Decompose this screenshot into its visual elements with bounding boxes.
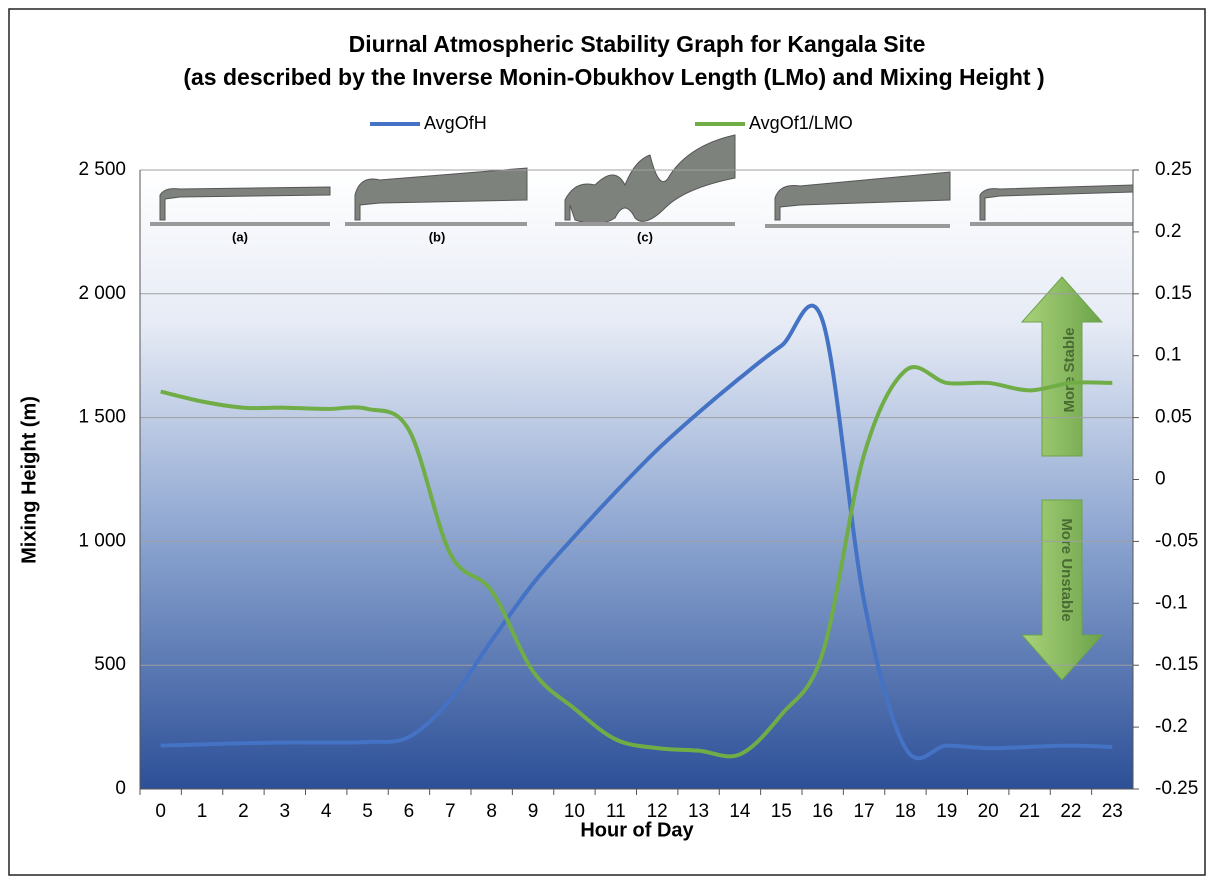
x-tick-label: 22	[1060, 801, 1081, 822]
series-line	[160, 303, 1113, 761]
x-tick-label: 14	[729, 801, 751, 822]
x-tick-label: 21	[1019, 801, 1040, 822]
y2-tick-label: 0.05	[1155, 407, 1192, 428]
annotation: More Stable	[1061, 327, 1078, 412]
x-tick-label: 9	[528, 801, 539, 822]
x-tick-label: 0	[155, 801, 166, 822]
y2-tick-label: -0.15	[1155, 654, 1198, 675]
annotation: More Unstable	[1058, 518, 1075, 621]
x-tick-label: 1	[197, 801, 208, 822]
x-tick-label: 6	[404, 801, 415, 822]
x-tick-label: 2	[238, 801, 249, 822]
plume-illustrations	[150, 134, 1134, 228]
y2-tick-label: -0.2	[1155, 716, 1188, 737]
y2-tick-label: -0.05	[1155, 530, 1198, 551]
chart-title: Diurnal Atmospheric Stability Graph for …	[349, 31, 926, 57]
y-tick-label: 1 500	[78, 407, 126, 428]
x-tick-label: 11	[606, 801, 626, 822]
x-tick-label: 23	[1102, 801, 1123, 822]
y2-tick-label: 0.2	[1155, 221, 1181, 242]
series-line	[160, 365, 1113, 759]
x-tick-label: 10	[564, 801, 585, 822]
y2-tick-label: -0.25	[1155, 778, 1198, 799]
x-axis-title: Hour of Day	[580, 819, 694, 841]
y2-tick-label: 0.25	[1155, 159, 1192, 180]
x-tick-label: 13	[688, 801, 709, 822]
x-tick-label: 18	[895, 801, 916, 822]
y-tick-label: 500	[94, 654, 126, 675]
annotation: (b)	[429, 229, 446, 244]
x-tick-label: 7	[445, 801, 456, 822]
y-tick-label: 2 500	[78, 159, 126, 180]
y-axis-title: Mixing Height (m)	[18, 396, 40, 564]
x-tick-label: 16	[812, 801, 833, 822]
y2-tick-label: 0.1	[1155, 345, 1181, 366]
y-tick-label: 2 000	[78, 283, 126, 304]
stability-arrows	[1020, 276, 1104, 681]
x-tick-label: 19	[936, 801, 957, 822]
y-tick-label: 0	[115, 778, 126, 799]
x-tick-label: 5	[362, 801, 373, 822]
legend-label: AvgOf1/LMO	[749, 113, 853, 133]
annotation: (c)	[637, 229, 653, 244]
legend-label: AvgOfH	[424, 113, 487, 133]
y2-tick-label: -0.1	[1155, 592, 1188, 613]
x-tick-label: 3	[280, 801, 291, 822]
x-tick-label: 15	[771, 801, 792, 822]
y-tick-label: 1 000	[78, 530, 126, 551]
annotation: (a)	[232, 229, 248, 244]
x-tick-label: 20	[978, 801, 999, 822]
x-tick-label: 17	[853, 801, 874, 822]
x-tick-label: 4	[321, 801, 332, 822]
plot-area	[140, 170, 1133, 789]
x-tick-label: 8	[486, 801, 497, 822]
y2-tick-label: 0.15	[1155, 283, 1192, 304]
y2-tick-label: 0	[1155, 469, 1166, 490]
x-tick-label: 12	[647, 801, 668, 822]
chart-subtitle: (as described by the Inverse Monin-Obukh…	[183, 64, 1044, 90]
